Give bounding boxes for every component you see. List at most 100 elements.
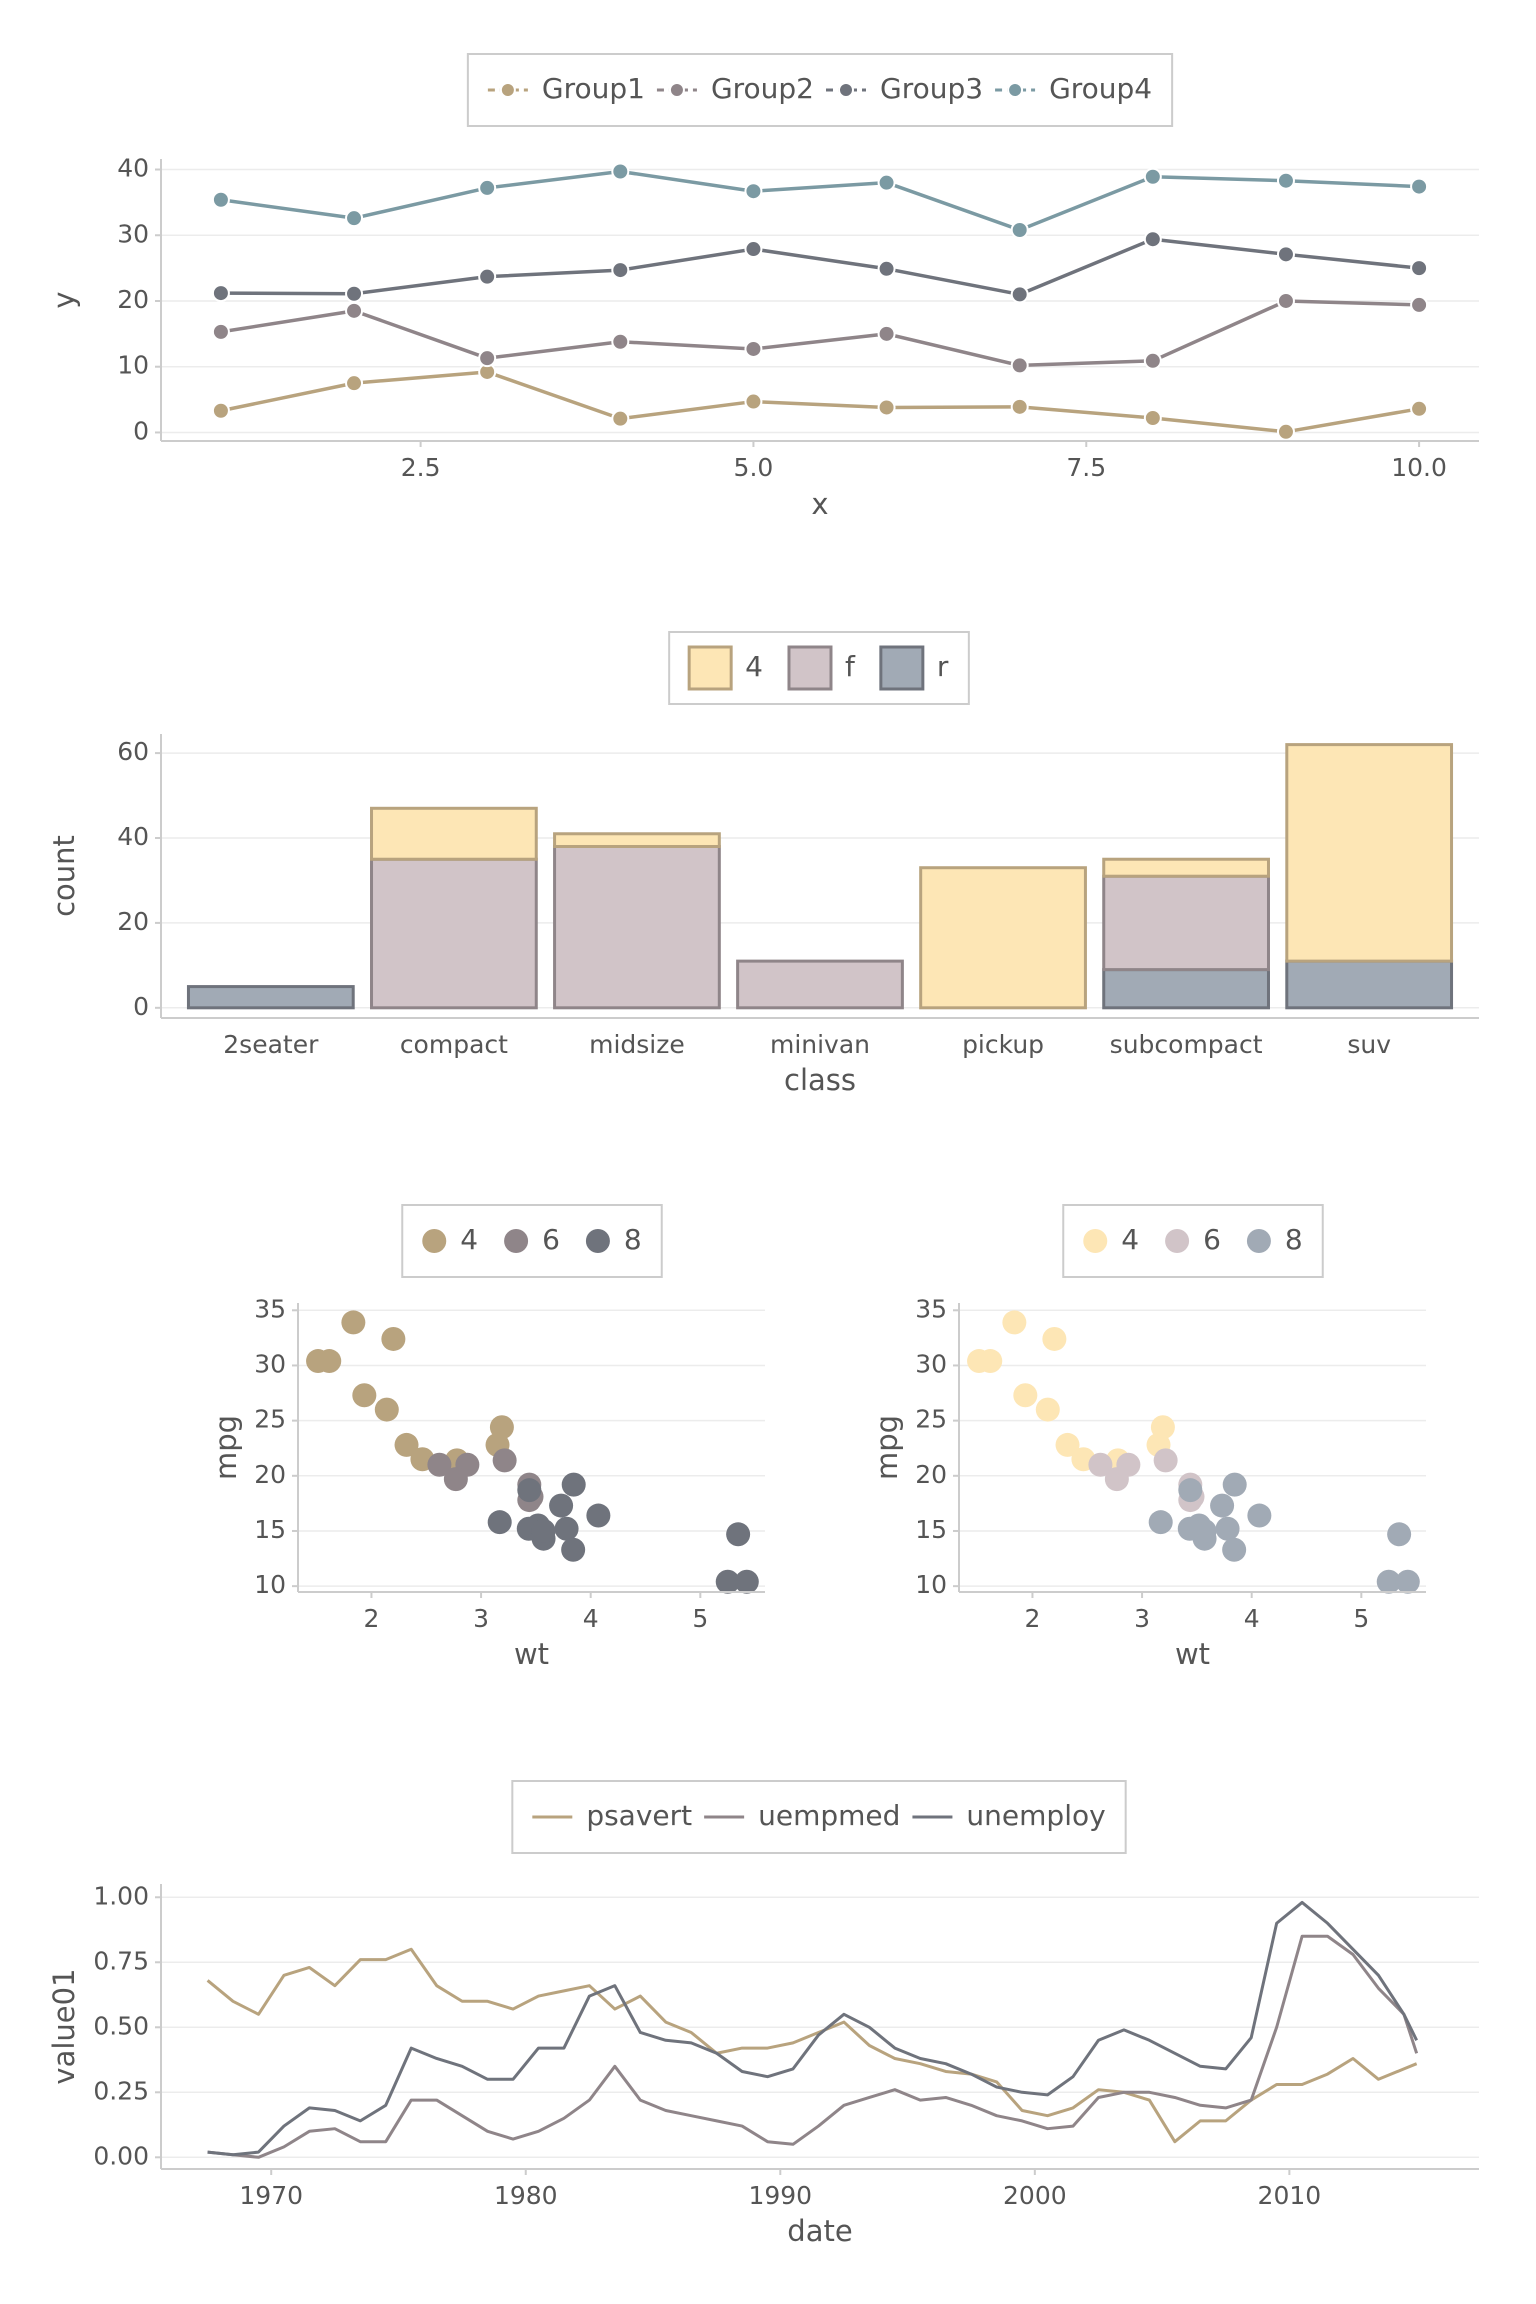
point [1010, 220, 1029, 239]
point [1410, 399, 1429, 418]
point [211, 401, 230, 420]
x-tick-label: 4 [1244, 1604, 1260, 1633]
point [1376, 1569, 1401, 1594]
x-tick-label: 3 [473, 1604, 489, 1633]
legend-key-dot [1007, 82, 1024, 98]
point [586, 1503, 611, 1528]
point [744, 182, 763, 201]
y-tick-label: 15 [254, 1515, 286, 1544]
legend-key [687, 645, 733, 691]
point [531, 1518, 556, 1543]
point [1088, 1452, 1113, 1477]
point [611, 332, 630, 351]
x-tick-label: 3 [1134, 1604, 1150, 1633]
point [1178, 1478, 1203, 1503]
point [1010, 285, 1029, 304]
point [554, 1516, 579, 1541]
y-tick-label: 0 [133, 416, 149, 445]
legend-label: r [937, 650, 949, 683]
legend-label: 4 [1121, 1223, 1139, 1256]
point [1148, 1510, 1173, 1535]
bar-segment [1102, 874, 1270, 972]
point [1410, 177, 1429, 196]
legend-key [1165, 1229, 1190, 1253]
point [517, 1478, 542, 1503]
point [1010, 356, 1029, 375]
x-tick-label: 2.5 [401, 453, 441, 482]
series-line [206, 1947, 1418, 2144]
legend: 4 6 8 [1062, 1204, 1324, 1278]
x-tick-label: compact [400, 1030, 508, 1059]
point [1276, 422, 1295, 441]
point [381, 1326, 406, 1351]
y-tick-label: 35 [254, 1294, 286, 1323]
x-tick-label: 10.0 [1391, 453, 1447, 482]
point [1035, 1397, 1060, 1422]
y-axis-title: y [47, 291, 81, 308]
legend: 4 f r [668, 631, 970, 705]
point [726, 1522, 751, 1547]
point [211, 322, 230, 341]
point [394, 1432, 419, 1457]
point [374, 1397, 399, 1422]
y-tick-label: 40 [117, 822, 149, 851]
bar-segment [370, 857, 538, 1010]
legend-label: Group1 [542, 72, 645, 105]
legend-label: f [845, 650, 856, 683]
y-tick-label: 0.25 [93, 2076, 149, 2105]
point [877, 324, 896, 343]
point [345, 301, 364, 320]
point [211, 190, 230, 209]
x-tick-label: 1980 [494, 2181, 558, 2210]
bar-segment [1285, 743, 1454, 963]
point [877, 259, 896, 278]
point [492, 1448, 517, 1473]
point [549, 1493, 574, 1518]
legend-key [585, 1229, 610, 1253]
point [1055, 1432, 1080, 1457]
x-tick-label: 2010 [1258, 2181, 1322, 2210]
point [1042, 1326, 1067, 1351]
point [478, 267, 497, 286]
x-axis-title: class [784, 1063, 856, 1097]
point [1215, 1516, 1240, 1541]
point [1410, 259, 1429, 278]
point [211, 284, 230, 303]
y-tick-label: 20 [117, 285, 149, 314]
y-tick-label: 0.75 [93, 1946, 149, 1975]
y-tick-label: 25 [254, 1405, 286, 1434]
x-axis-title: x [811, 487, 828, 521]
x-tick-label: minivan [770, 1030, 870, 1059]
x-tick-label: suv [1347, 1030, 1391, 1059]
point [1276, 245, 1295, 264]
legend-key [1246, 1229, 1271, 1253]
legend-label: unemploy [966, 1799, 1105, 1832]
x-tick-label: 7.5 [1066, 453, 1106, 482]
y-tick-label: 10 [915, 1570, 947, 1599]
x-tick-label: 4 [583, 1604, 599, 1633]
point [1222, 1472, 1247, 1497]
legend-label: uempmed [758, 1799, 900, 1832]
legend: psavert uempmed unemploy [511, 1780, 1127, 1854]
point [744, 240, 763, 259]
legend-key [787, 645, 833, 691]
point [611, 409, 630, 428]
x-tick-label: 2 [363, 1604, 379, 1633]
bar-segment [1102, 857, 1270, 878]
x-tick-label: 2seater [223, 1030, 319, 1059]
point [1010, 397, 1029, 416]
point [734, 1569, 759, 1594]
point [611, 162, 630, 181]
y-tick-label: 20 [254, 1460, 286, 1489]
y-tick-label: 0.00 [93, 2141, 149, 2170]
y-tick-label: 10 [254, 1570, 286, 1599]
point [967, 1349, 992, 1374]
point [306, 1349, 331, 1374]
x-tick-label: midsize [589, 1030, 685, 1059]
point [1210, 1493, 1235, 1518]
legend-key [879, 645, 925, 691]
y-tick-label: 40 [117, 154, 149, 183]
point [744, 339, 763, 358]
point [1153, 1448, 1178, 1473]
series-line [220, 237, 1420, 297]
